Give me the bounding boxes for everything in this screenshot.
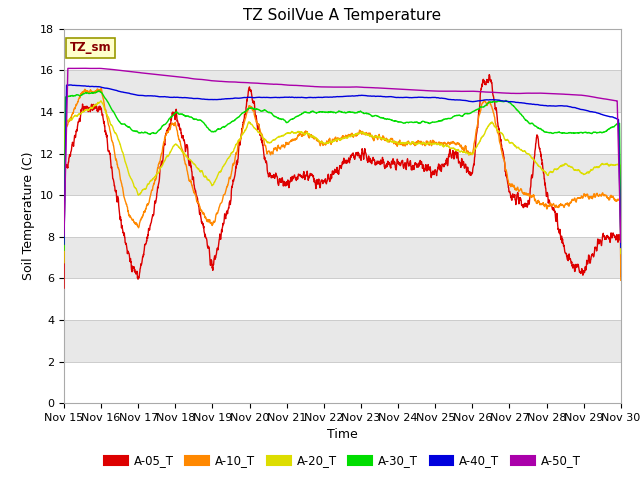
A-30_T <box>617 237 625 243</box>
Bar <box>64 237 621 278</box>
Line: A-05_T: A-05_T <box>64 74 621 288</box>
A-05_T <box>60 285 68 291</box>
Line: A-20_T: A-20_T <box>64 101 621 263</box>
A-30_T <box>94 88 102 94</box>
Bar <box>64 320 621 361</box>
A-50_T <box>359 84 367 90</box>
A-40_T <box>617 244 625 250</box>
A-10_T <box>617 277 625 283</box>
Bar <box>64 154 621 195</box>
Bar <box>64 195 621 237</box>
Bar <box>64 29 621 71</box>
A-20_T <box>584 170 591 176</box>
A-05_T <box>371 157 378 163</box>
A-05_T <box>568 259 575 265</box>
A-30_T <box>216 126 223 132</box>
A-50_T <box>371 85 379 91</box>
A-10_T <box>504 179 512 184</box>
A-30_T <box>371 113 379 119</box>
A-40_T <box>504 99 512 105</box>
A-50_T <box>60 233 68 239</box>
A-10_T <box>371 134 379 140</box>
A-20_T <box>617 251 625 256</box>
A-05_T <box>584 259 591 264</box>
Bar <box>64 361 621 403</box>
A-40_T <box>359 93 367 98</box>
A-50_T <box>617 239 625 245</box>
Title: TZ SoilVue A Temperature: TZ SoilVue A Temperature <box>243 9 442 24</box>
Line: A-50_T: A-50_T <box>64 68 621 242</box>
A-20_T <box>504 138 512 144</box>
A-05_T <box>504 185 512 191</box>
Line: A-40_T: A-40_T <box>64 85 621 247</box>
A-30_T <box>60 247 68 253</box>
Legend: A-05_T, A-10_T, A-20_T, A-30_T, A-40_T, A-50_T: A-05_T, A-10_T, A-20_T, A-30_T, A-40_T, … <box>99 450 586 472</box>
A-10_T <box>584 192 591 198</box>
A-40_T <box>216 96 223 102</box>
A-40_T <box>60 241 68 247</box>
A-50_T <box>584 93 591 99</box>
A-30_T <box>504 99 512 105</box>
A-30_T <box>584 130 591 136</box>
A-40_T <box>67 82 75 88</box>
A-05_T <box>485 72 493 77</box>
A-20_T <box>97 98 105 104</box>
A-20_T <box>216 169 223 175</box>
A-05_T <box>617 274 625 279</box>
A-50_T <box>81 65 88 71</box>
A-40_T <box>568 104 575 110</box>
X-axis label: Time: Time <box>327 429 358 442</box>
A-20_T <box>359 129 367 135</box>
A-10_T <box>97 85 105 91</box>
A-20_T <box>60 260 68 265</box>
A-40_T <box>371 93 379 99</box>
Bar <box>64 71 621 112</box>
Bar <box>64 278 621 320</box>
A-10_T <box>359 129 367 134</box>
Text: TZ_sm: TZ_sm <box>70 41 111 54</box>
A-05_T <box>216 236 223 242</box>
A-10_T <box>216 204 223 209</box>
A-20_T <box>568 164 575 170</box>
A-20_T <box>371 134 379 140</box>
A-50_T <box>568 92 575 97</box>
Line: A-10_T: A-10_T <box>64 88 621 280</box>
A-30_T <box>359 110 367 116</box>
A-10_T <box>568 197 575 203</box>
A-40_T <box>584 108 591 114</box>
A-50_T <box>216 78 223 84</box>
Line: A-30_T: A-30_T <box>64 91 621 250</box>
A-10_T <box>60 238 68 244</box>
A-50_T <box>504 90 512 96</box>
A-30_T <box>568 131 575 136</box>
Bar <box>64 112 621 154</box>
A-05_T <box>358 147 366 153</box>
Y-axis label: Soil Temperature (C): Soil Temperature (C) <box>22 152 35 280</box>
